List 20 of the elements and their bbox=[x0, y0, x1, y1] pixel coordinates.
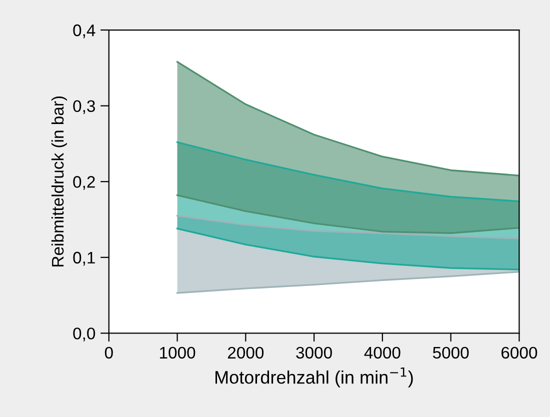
line-series bbox=[176, 194, 520, 234]
line-series bbox=[176, 141, 520, 202]
y-tick-label: 0,1 bbox=[73, 252, 95, 266]
x-tick-label: 5000 bbox=[432, 346, 469, 359]
y-tick-label: 0,4 bbox=[73, 24, 96, 38]
line-series bbox=[176, 61, 520, 176]
x-tick-label: 2000 bbox=[228, 346, 264, 359]
x-tick-label: 6000 bbox=[502, 346, 538, 359]
y-axis-title: Reibmitteldruck (in bar) bbox=[51, 96, 67, 266]
x-tick-label: 0 bbox=[104, 346, 113, 359]
y-tick-label: 0,0 bbox=[73, 328, 96, 342]
y-tick-label: 0,3 bbox=[73, 100, 95, 114]
x-axis-title: Motordrehzahl (in min$^{−1}$) bbox=[216, 367, 413, 388]
x-tick-label: 1000 bbox=[160, 346, 196, 359]
x-tick-label: 4000 bbox=[364, 346, 400, 359]
x-tick-label: 3000 bbox=[296, 346, 332, 359]
line-series bbox=[176, 214, 520, 240]
y-tick-label: 0,2 bbox=[73, 176, 95, 190]
line-series bbox=[176, 228, 520, 270]
line-series bbox=[176, 270, 520, 294]
